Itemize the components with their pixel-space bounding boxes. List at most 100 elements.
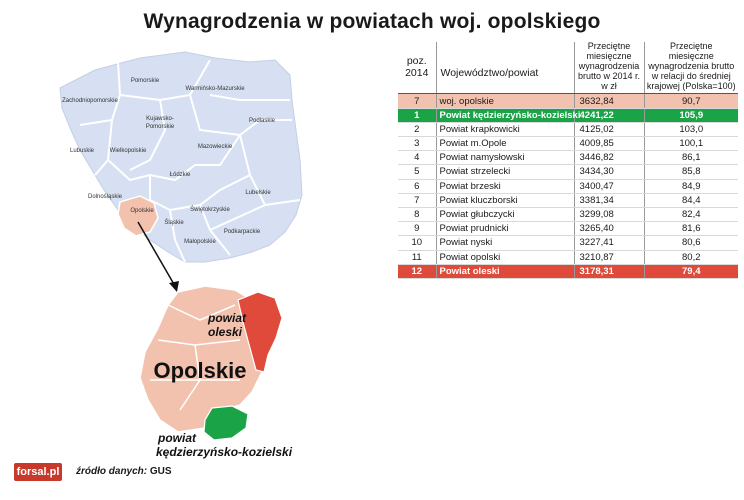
label-powiat-oleski-1: powiat — [207, 311, 247, 325]
cell-rank: 10 — [398, 235, 436, 251]
cell-salary: 3178,31 — [573, 264, 644, 279]
cell-name: Powiat brzeski — [435, 179, 574, 194]
label-lubelskie: Lubelskie — [245, 190, 271, 196]
label-swietokrzyskie: Świętokrzyskie — [190, 205, 230, 213]
cell-relative: 100,1 — [643, 136, 738, 152]
label-podlaskie: Podlaskie — [249, 118, 276, 124]
cell-name: Powiat głubczycki — [435, 207, 574, 223]
cell-rank: 7 — [398, 93, 436, 109]
cell-salary: 3400,47 — [573, 179, 644, 194]
table-row: 11 Powiat opolski 3210,87 80,2 — [398, 250, 738, 265]
label-powiat-kk-2: kędzierzyńsko-kozielski — [156, 445, 293, 459]
label-dolnoslaskie: Dolnośląskie — [88, 194, 123, 200]
label-lodzkie: Łódzkie — [170, 172, 191, 178]
cell-rank: 7 — [398, 193, 436, 208]
powiat-oleski-shape — [237, 291, 283, 373]
cell-salary: 3446,82 — [573, 150, 644, 166]
label-kujawsko-pomorskie-2: Pomorskie — [146, 124, 175, 130]
table-row: 12 Powiat oleski 3178,31 79,4 — [398, 264, 738, 279]
cell-rank: 11 — [398, 250, 436, 265]
cell-relative: 80,6 — [643, 235, 738, 251]
label-slaskie: Śląskie — [164, 218, 184, 226]
cell-salary: 3381,34 — [573, 193, 644, 208]
label-pomorskie: Pomorskie — [131, 78, 160, 84]
cell-name: Powiat strzelecki — [435, 164, 574, 180]
cell-relative: 80,2 — [643, 250, 738, 265]
cell-relative: 84,9 — [643, 179, 738, 194]
label-zachodniopomorskie: Zachodniopomorskie — [62, 98, 118, 104]
label-podkarpackie: Podkarpackie — [224, 229, 261, 235]
cell-relative: 90,7 — [643, 93, 738, 109]
cell-salary: 4009,85 — [573, 136, 644, 152]
cell-name: Powiat oleski — [435, 264, 574, 279]
table-row: 9 Powiat prudnicki 3265,40 81,6 — [398, 221, 738, 237]
source-note: źródło danych: GUS — [76, 466, 172, 477]
table-row: 4 Powiat namysłowski 3446,82 86,1 — [398, 150, 738, 166]
source-value: GUS — [149, 466, 172, 477]
cell-name: Powiat kluczborski — [435, 193, 574, 208]
table-row: 1 Powiat kędzierzyńsko-kozielski 4241,22 10… — [398, 108, 738, 123]
label-malopolskie: Małopolskie — [184, 239, 216, 245]
cell-rank: 8 — [398, 207, 436, 223]
label-opolskie-large: Opolskie — [154, 358, 247, 383]
header-salary: Przeciętne miesięczne wynagrodzenia brut… — [573, 41, 644, 95]
cell-name: Powiat krapkowicki — [435, 122, 574, 138]
cell-relative: 84,4 — [643, 193, 738, 208]
table-row: 5 Powiat strzelecki 3434,30 85,8 — [398, 164, 738, 180]
label-powiat-oleski-2: oleski — [208, 325, 243, 339]
header-rank: poz. 2014 — [398, 42, 436, 95]
salary-table: poz. 2014 Województwo/powiat Przeciętne … — [398, 41, 738, 279]
label-lubuskie: Lubuskie — [70, 148, 95, 154]
poland-map — [59, 51, 303, 263]
label-powiat-kk-1: powiat — [157, 431, 197, 445]
table-row: 8 Powiat głubczycki 3299,08 82,4 — [398, 207, 738, 223]
cell-name: Powiat prudnicki — [435, 221, 574, 237]
powiat-borders — [150, 304, 241, 411]
cell-relative: 85,8 — [643, 164, 738, 180]
label-warminsko-mazurskie: Warmińsko-Mazurskie — [185, 86, 245, 92]
cell-rank: 12 — [398, 264, 436, 279]
cell-relative: 81,6 — [643, 221, 738, 237]
cell-salary: 3632,84 — [573, 93, 644, 109]
cell-name: Powiat m.Opole — [435, 136, 574, 152]
opolskie-small — [117, 195, 159, 237]
zoom-arrow — [137, 221, 176, 287]
cell-relative: 86,1 — [643, 150, 738, 166]
table-body: 7 woj. opolskie 3632,84 90,7 1 Powiat kędzier… — [398, 93, 738, 279]
cell-relative: 82,4 — [643, 207, 738, 223]
table-row: 3 Powiat m.Opole 4009,85 100,1 — [398, 136, 738, 152]
cell-rank: 5 — [398, 164, 436, 180]
cell-salary: 3299,08 — [573, 207, 644, 223]
header-name: Województwo/powiat — [435, 42, 574, 95]
cell-name: Powiat nyski — [435, 235, 574, 251]
arrow-head-icon — [169, 281, 179, 292]
cell-rank: 3 — [398, 136, 436, 152]
cell-salary: 3227,41 — [573, 235, 644, 251]
label-kujawsko-pomorskie-1: Kujawsko- — [146, 116, 174, 122]
cell-rank: 1 — [398, 108, 436, 123]
table-header-row: poz. 2014 Województwo/powiat Przeciętne … — [398, 41, 738, 95]
cell-salary: 4125,02 — [573, 122, 644, 138]
cell-salary: 3434,30 — [573, 164, 644, 180]
powiat-kedzierzynsko-kozielski-shape — [203, 405, 249, 441]
cell-salary: 4241,22 — [573, 108, 644, 123]
voivodeship-borders — [79, 59, 301, 263]
cell-salary: 3265,40 — [573, 221, 644, 237]
label-mazowieckie: Mazowieckie — [198, 144, 233, 150]
cell-rank: 9 — [398, 221, 436, 237]
table-row: 7 woj. opolskie 3632,84 90,7 — [398, 93, 738, 109]
table-row: 2 Powiat krapkowicki 4125,02 103,0 — [398, 122, 738, 138]
table-row: 6 Powiat brzeski 3400,47 84,9 — [398, 179, 738, 194]
header-relative: Przeciętne miesięczne wynagrodzenia brut… — [643, 41, 738, 95]
cell-rank: 4 — [398, 150, 436, 166]
cell-relative: 103,0 — [643, 122, 738, 138]
cell-name: Powiat kędzierzyńsko-kozielski — [435, 108, 580, 123]
table-row: 7 Powiat kluczborski 3381,34 84,4 — [398, 193, 738, 208]
cell-name: woj. opolskie — [435, 93, 574, 109]
cell-rank: 6 — [398, 179, 436, 194]
cell-relative: 79,4 — [643, 264, 738, 279]
forsal-logo: forsal.pl — [14, 463, 62, 481]
table-row: 10 Powiat nyski 3227,41 80,6 — [398, 235, 738, 251]
label-wielkopolskie: Wielkopolskie — [110, 148, 147, 154]
